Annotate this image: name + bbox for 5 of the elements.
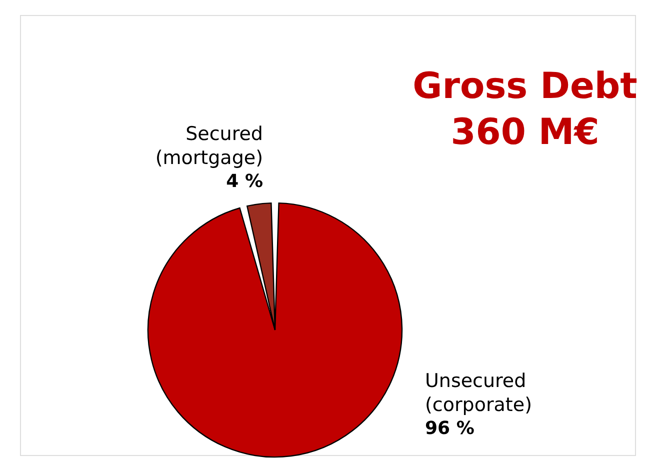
data-label: 4 % <box>226 171 263 192</box>
slice-label: Unsecured (corporate) <box>425 370 532 416</box>
chart-title: Gross Debt 360 M€ <box>412 66 638 153</box>
slice-label: Secured (mortgage) <box>155 123 263 169</box>
data-label: 96 % <box>425 418 474 439</box>
